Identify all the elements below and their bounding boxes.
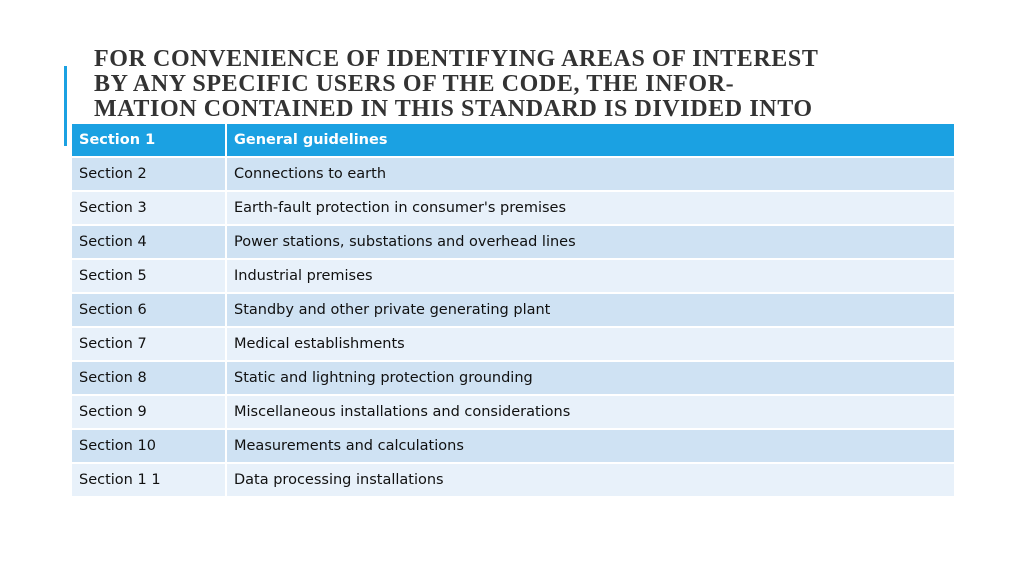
title-accent-bar — [64, 66, 67, 146]
table-row: Section 9 Miscellaneous installations an… — [72, 395, 954, 430]
section-title-cell: Power stations, substations and overhead… — [226, 225, 954, 260]
section-title-cell: Industrial premises — [226, 259, 954, 294]
section-title-cell: Data processing installations — [226, 463, 954, 498]
table-header-cell: General guidelines — [226, 124, 954, 158]
section-number-cell: Section 8 — [72, 361, 227, 396]
section-number-cell: Section 10 — [72, 429, 227, 464]
section-title-cell: Static and lightning protection groundin… — [226, 361, 954, 396]
section-title-cell: Measurements and calculations — [226, 429, 954, 464]
section-number-cell: Section 9 — [72, 395, 227, 430]
table-header-cell: Section 1 — [72, 124, 227, 158]
table-row: Section 6 Standby and other private gene… — [72, 293, 954, 328]
slide-title-line: FOR CONVENIENCE OF IDENTIFYING AREAS OF … — [94, 46, 819, 72]
slide-title: FOR CONVENIENCE OF IDENTIFYING AREAS OF … — [94, 47, 954, 122]
section-number-cell: Section 1 1 — [72, 463, 227, 498]
table-row: Section 4 Power stations, substations an… — [72, 225, 954, 260]
section-title-cell: Standby and other private generating pla… — [226, 293, 954, 328]
table-row: Section 10 Measurements and calculations — [72, 429, 954, 464]
section-number-cell: Section 6 — [72, 293, 227, 328]
sections-table: Section 1 General guidelines Section 2 C… — [72, 124, 954, 498]
section-title-cell: Medical establishments — [226, 327, 954, 362]
table-row: Section 7 Medical establishments — [72, 327, 954, 362]
section-number-cell: Section 3 — [72, 191, 227, 226]
section-title-cell: Earth-fault protection in consumer's pre… — [226, 191, 954, 226]
table-header-row: Section 1 General guidelines — [72, 124, 954, 158]
table-row: Section 2 Connections to earth — [72, 157, 954, 192]
table-row: Section 8 Static and lightning protectio… — [72, 361, 954, 396]
section-number-cell: Section 4 — [72, 225, 227, 260]
slide-title-line: MATION CONTAINED IN THIS STANDARD IS DIV… — [94, 96, 813, 122]
table-row: Section 1 1 Data processing installation… — [72, 463, 954, 498]
section-title-cell: Miscellaneous installations and consider… — [226, 395, 954, 430]
section-number-cell: Section 2 — [72, 157, 227, 192]
table-row: Section 5 Industrial premises — [72, 259, 954, 294]
section-number-cell: Section 5 — [72, 259, 227, 294]
section-number-cell: Section 7 — [72, 327, 227, 362]
section-title-cell: Connections to earth — [226, 157, 954, 192]
table-row: Section 3 Earth-fault protection in cons… — [72, 191, 954, 226]
slide-title-line: BY ANY SPECIFIC USERS OF THE CODE, THE I… — [94, 71, 735, 97]
